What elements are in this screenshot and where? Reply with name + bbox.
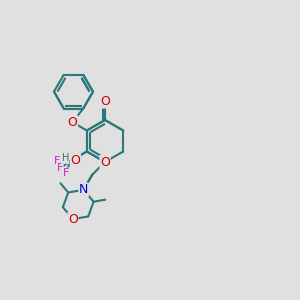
Text: H: H [61,153,69,164]
Text: O: O [68,116,77,129]
Text: O: O [68,213,78,226]
Text: N: N [79,183,88,196]
Text: O: O [100,95,110,108]
Text: F: F [57,164,63,173]
Text: F: F [54,156,61,166]
Text: O: O [100,155,110,169]
Text: O: O [70,154,80,167]
Text: F: F [63,168,69,178]
